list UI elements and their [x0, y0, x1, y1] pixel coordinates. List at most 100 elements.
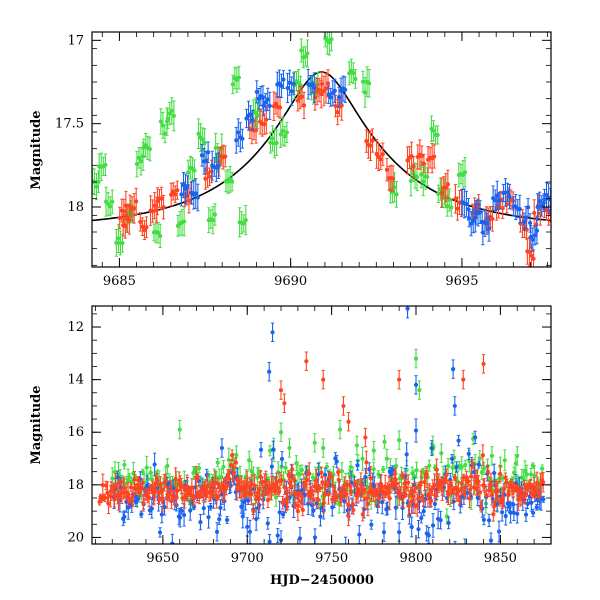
bottom-red-point: [504, 480, 509, 485]
bottom-red-point: [317, 485, 323, 491]
top-red-point: [121, 209, 126, 214]
top-blue-point: [471, 219, 476, 224]
bottom-red-point: [160, 498, 165, 503]
top-blue-point: [185, 183, 190, 189]
bottom-blue-point: [380, 499, 385, 505]
top-green-point: [186, 170, 191, 175]
top-green-point: [351, 70, 356, 76]
top-green-point: [284, 130, 290, 135]
top-blue-point: [336, 95, 342, 100]
bottom-red-point: [152, 490, 157, 495]
bottom-red-point: [429, 498, 434, 504]
bottom-blue-point: [157, 530, 163, 535]
bottom-blue-point: [416, 527, 421, 532]
top-red-point: [439, 190, 444, 195]
top-green-point: [169, 108, 174, 113]
bottom-blue-outlier-point: [397, 530, 402, 535]
top-red-point: [262, 121, 267, 127]
top-green-point: [158, 119, 163, 124]
top-blue-point: [289, 89, 294, 94]
bottom-blue-point: [208, 504, 213, 509]
bottom-red-point: [319, 470, 324, 475]
top-red-point: [409, 153, 414, 159]
bottom-blue-outlier-point: [413, 382, 419, 387]
bottom-blue-point: [178, 515, 183, 520]
bottom-blue-point: [476, 462, 481, 467]
bottom-red-point: [252, 483, 257, 488]
top-green-point: [229, 179, 235, 184]
top-red-point: [421, 161, 427, 166]
top-green-point: [200, 137, 205, 142]
bottom-blue-point: [246, 498, 251, 503]
top-green-point: [96, 179, 101, 184]
top-green-point: [408, 178, 414, 184]
bottom-red-point: [492, 503, 497, 509]
top-red-point: [384, 167, 390, 172]
bottom-red-point: [418, 480, 424, 485]
bottom-red-point: [364, 460, 369, 465]
bottom-blue-point: [438, 518, 443, 523]
bottom-blue-point: [505, 501, 510, 506]
bottom-green-point: [283, 465, 288, 470]
top-red-point: [223, 154, 228, 159]
top-blue-point: [199, 153, 205, 158]
top-blue-point: [267, 103, 272, 108]
bottom-red-point: [489, 492, 495, 497]
top-green-point: [282, 134, 287, 139]
top-blue-point: [473, 215, 478, 221]
bottom-red-point: [485, 469, 490, 474]
bottom-red-point: [406, 480, 411, 485]
bottom-blue-point: [421, 509, 426, 514]
top-red-point: [161, 205, 166, 210]
top-red-point: [159, 196, 164, 201]
bottom-green-point: [481, 466, 487, 471]
top-green-point: [425, 174, 430, 179]
top-red-point: [455, 206, 460, 211]
top-red-point: [378, 157, 383, 162]
top-red-point: [319, 81, 324, 87]
top-green-point: [241, 221, 246, 226]
bottom-red-point: [260, 493, 265, 498]
top-blue-point: [467, 216, 472, 221]
bottom-blue-point: [488, 538, 494, 543]
bottom-red-point: [413, 485, 418, 490]
top-red-point: [312, 95, 318, 100]
bottom-red-point: [330, 483, 335, 488]
top-green-point: [136, 155, 142, 161]
bottom-blue-point: [369, 522, 374, 527]
bottom-red-point: [334, 495, 339, 500]
bottom-red-point: [469, 474, 474, 479]
bottom-blue-point: [316, 472, 321, 477]
bottom-blue-point: [265, 521, 270, 526]
bottom-blue-outlier-point: [267, 369, 272, 374]
top-red-point: [299, 94, 305, 99]
top-green-point: [270, 136, 275, 141]
bottom-red-point: [310, 489, 315, 494]
top-red-point: [364, 139, 369, 144]
top-panel-frame: [91, 31, 552, 268]
bottom-red-point: [245, 480, 250, 485]
bottom-blue-point: [432, 501, 438, 506]
bottom-red-point: [157, 496, 162, 501]
bottom-red-point: [208, 487, 214, 492]
bottom-green-point: [381, 467, 386, 472]
bottom-green-outlier-point: [278, 430, 284, 435]
bottom-blue-point: [451, 499, 456, 504]
bottom-blue-point: [312, 535, 318, 540]
bottom-red-point: [103, 495, 108, 500]
bottom-red-point: [279, 478, 284, 483]
bottom-blue-point: [115, 475, 120, 480]
bottom-blue-point: [413, 428, 419, 433]
bottom-red-point: [351, 507, 356, 513]
top-blue-point: [332, 88, 337, 93]
top-red-point: [445, 182, 450, 187]
top-red-point: [370, 138, 375, 143]
bottom-blue-point: [170, 541, 175, 544]
bottom-green-point: [412, 473, 417, 479]
bottom-green-point: [267, 448, 273, 453]
bottom-blue-point: [297, 536, 303, 541]
bottom-blue-point: [181, 512, 187, 518]
top-green-point: [116, 236, 121, 241]
